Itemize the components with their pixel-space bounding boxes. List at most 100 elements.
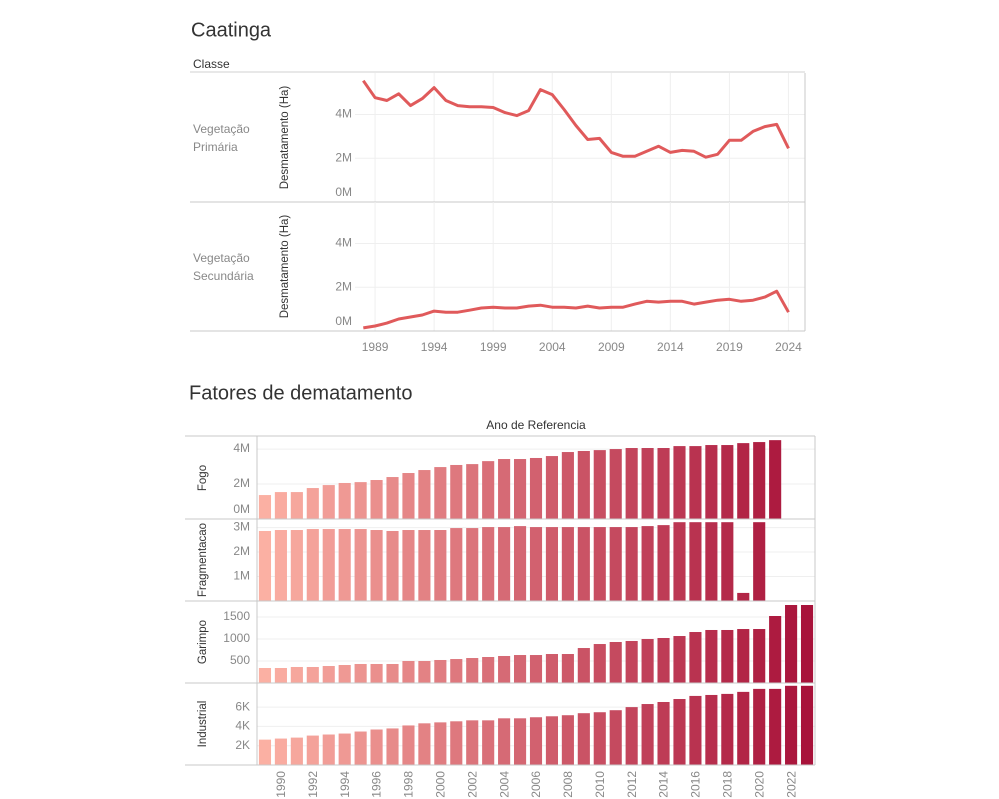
y-tick-label: 4M (233, 441, 250, 455)
x-tick-label: 1996 (370, 771, 384, 798)
bar (593, 712, 606, 765)
bar (482, 657, 495, 683)
bar (545, 654, 559, 683)
x-tick-label: 2006 (529, 771, 543, 798)
x-tick-label: 2022 (784, 771, 798, 798)
bar (338, 733, 351, 765)
bar (322, 666, 335, 683)
bar (338, 529, 351, 601)
bar (737, 691, 750, 765)
bar (545, 527, 559, 601)
bar (609, 642, 622, 683)
bar (721, 629, 734, 683)
bar (418, 723, 431, 765)
bar (769, 440, 782, 519)
bar (609, 710, 622, 765)
bar (370, 480, 383, 519)
bar (274, 738, 287, 765)
bar (306, 735, 319, 765)
bar (370, 530, 383, 601)
bar (498, 718, 511, 765)
bar (402, 530, 415, 601)
bar (290, 492, 303, 519)
bar (705, 522, 718, 601)
y-tick-label: 4M (335, 107, 352, 121)
x-tick-label: 2014 (657, 771, 671, 798)
bar (258, 530, 272, 601)
bar (657, 448, 670, 519)
bar (657, 702, 670, 765)
x-tick-label: 1989 (362, 340, 389, 354)
bar (402, 725, 415, 765)
bar (593, 450, 606, 519)
bar (498, 527, 511, 601)
bar (370, 729, 383, 765)
bar (625, 527, 638, 601)
y-tick-label: 3M (233, 520, 250, 534)
bar (657, 637, 670, 683)
line (362, 79, 790, 159)
x-tick-label: 2019 (716, 340, 743, 354)
bar (753, 688, 766, 765)
y-tick-label: 500 (230, 653, 250, 667)
bar (402, 473, 415, 519)
x-tick-label: 1990 (274, 771, 288, 798)
bar (561, 527, 574, 601)
bar (290, 530, 303, 601)
row-label: Fogo (197, 465, 209, 491)
x-tick-label: 2010 (593, 771, 607, 798)
line (363, 289, 790, 330)
bar (290, 666, 303, 683)
bar (513, 718, 527, 765)
bar (418, 661, 431, 683)
bar (800, 685, 814, 765)
bar (673, 522, 686, 601)
bar (450, 721, 463, 765)
bar (450, 659, 463, 683)
bar (625, 707, 638, 765)
bar (498, 655, 511, 683)
chart-title: Fatores de dematamento (189, 382, 412, 404)
bar (482, 527, 495, 601)
bar (338, 665, 351, 683)
bar (338, 482, 351, 519)
y-tick-label: 4M (335, 236, 352, 250)
bar (513, 526, 527, 601)
panel-header: Classe (193, 57, 230, 71)
bar (769, 688, 782, 765)
bar (721, 522, 734, 601)
bar (753, 442, 766, 519)
bar (769, 616, 782, 683)
bar (402, 661, 415, 683)
x-tick-label: 1998 (402, 771, 416, 798)
bar (785, 605, 798, 683)
bar (434, 530, 447, 601)
bar (641, 704, 654, 765)
bar (354, 663, 367, 683)
bar (529, 527, 543, 601)
bar (418, 470, 431, 519)
bar (370, 663, 383, 683)
bar (657, 525, 670, 601)
bar (689, 695, 702, 765)
x-tick-label: 2000 (434, 771, 448, 798)
x-tick-label: 2020 (752, 771, 766, 798)
bar (386, 663, 399, 683)
row-label: Vegetação Secundária (193, 250, 254, 283)
bar (306, 488, 319, 519)
bar (529, 717, 543, 765)
x-tick-label: 2024 (775, 340, 802, 354)
bar (721, 693, 734, 765)
bar (577, 713, 590, 765)
bar (785, 685, 798, 765)
bar (609, 527, 622, 601)
bar (513, 655, 527, 683)
row-label: Industrial (197, 701, 209, 748)
bar (386, 477, 399, 519)
chart-title: Caatinga (191, 19, 272, 41)
bar (418, 530, 431, 601)
x-tick-label: 2018 (720, 771, 734, 798)
bar (577, 527, 590, 601)
bar (290, 737, 303, 765)
bar (641, 526, 654, 601)
